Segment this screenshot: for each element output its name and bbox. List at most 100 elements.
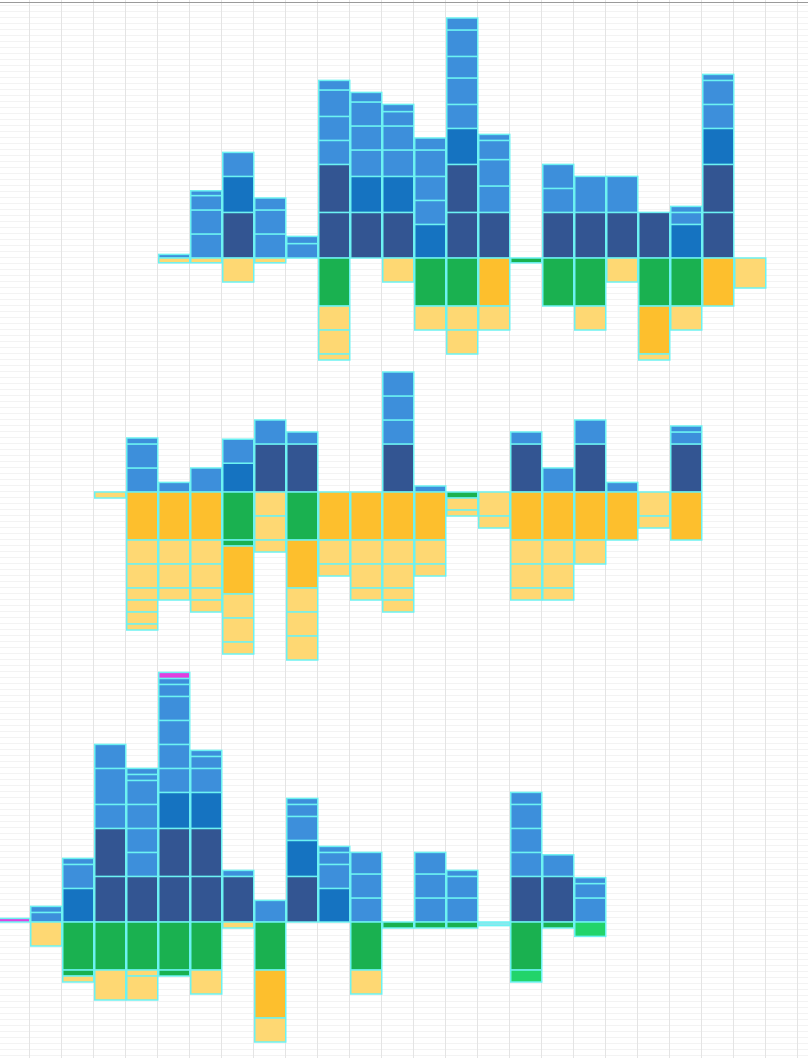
bar-segment: [638, 491, 671, 517]
bar-segment: [542, 539, 575, 565]
bar-segment: [222, 539, 255, 547]
bar-segment: [478, 515, 511, 529]
bar-segment: [446, 921, 479, 929]
bar-segment: [190, 233, 223, 259]
bar-segment: [94, 803, 127, 830]
bar-segment: [382, 419, 415, 445]
bar-segment: [190, 767, 223, 794]
bar-segment: [702, 73, 735, 82]
bar-segment: [510, 827, 543, 854]
bar-segment: [318, 305, 351, 331]
bar-segment: [542, 187, 575, 214]
bar-segment: [510, 791, 543, 806]
bar-segment: [510, 563, 543, 589]
bar-segment: [254, 899, 287, 923]
bar-segment: [158, 695, 191, 722]
bar-segment: [318, 115, 351, 142]
bar-segment: [126, 767, 159, 776]
bar-segment: [190, 257, 223, 264]
bar-segment: [318, 89, 351, 118]
bar-segment: [190, 749, 223, 758]
bar-segment: [126, 611, 159, 625]
bar-segment: [222, 175, 255, 214]
bar-segment: [286, 539, 319, 589]
bar-segment: [414, 223, 447, 259]
bar-segment: [62, 969, 95, 977]
bar-segment: [350, 149, 383, 178]
bar-segment: [126, 851, 159, 878]
bar-segment: [574, 443, 607, 493]
bar-segment: [446, 77, 479, 106]
bar-segment: [414, 137, 447, 151]
bar-segment: [574, 211, 607, 259]
bar-segment: [158, 767, 191, 794]
bar-segment: [350, 101, 383, 127]
bar-segment: [382, 149, 415, 178]
bar-segment: [478, 921, 511, 927]
bar-segment: [702, 127, 735, 166]
bar-segment: [126, 491, 159, 541]
bar-segment: [254, 539, 287, 553]
bar-segment: [414, 921, 447, 929]
bar-segment: [94, 767, 127, 806]
bar-segment: [446, 163, 479, 214]
bar-segment: [158, 719, 191, 746]
bar-segment: [222, 491, 255, 541]
bar-segment: [222, 869, 255, 878]
bar-segment: [414, 305, 447, 331]
bar-segment: [638, 257, 671, 307]
bar-segment: [670, 211, 703, 226]
bar-segment: [318, 491, 351, 541]
bar-segment: [350, 211, 383, 259]
bar-segment: [446, 211, 479, 259]
bar-segment: [254, 491, 287, 517]
bar-segment: [286, 839, 319, 878]
bar-segment: [350, 91, 383, 103]
bar-segment: [542, 257, 575, 307]
bar-segment: [126, 773, 159, 782]
bar-segment: [62, 975, 95, 983]
bar-segment: [670, 205, 703, 214]
bar-segment: [414, 873, 447, 899]
bar-segment: [478, 305, 511, 331]
bar-segment: [542, 854, 575, 878]
bar-segment: [318, 257, 351, 307]
bar-segment: [286, 635, 319, 661]
bar-segment: [126, 623, 159, 631]
bar-segment: [350, 897, 383, 923]
bar-segment: [254, 197, 287, 211]
bar-segment: [574, 175, 607, 214]
bar-segment: [190, 921, 223, 971]
bar-segment: [446, 491, 479, 499]
bar-segment: [382, 175, 415, 214]
bar-segment: [158, 563, 191, 589]
bar-segment: [222, 151, 255, 178]
bar-segment: [158, 969, 191, 977]
bar-segment: [542, 587, 575, 601]
bar-segment: [318, 563, 351, 577]
bar-segment: [542, 211, 575, 259]
bar-segment: [446, 17, 479, 31]
bar-segment: [222, 617, 255, 643]
bar-segment: [414, 257, 447, 307]
bar-segment: [382, 211, 415, 259]
bar-segment: [670, 425, 703, 433]
bar-segment: [606, 211, 639, 259]
bar-segment: [350, 539, 383, 565]
bar-segment: [446, 103, 479, 130]
bar-segment: [606, 481, 639, 493]
bar-segment: [254, 257, 287, 264]
bar-segment: [382, 563, 415, 589]
bar-segment: [30, 921, 63, 947]
bar-segment: [350, 873, 383, 899]
bar-segment: [510, 431, 543, 445]
bar-segment: [318, 139, 351, 166]
bar-segment: [414, 897, 447, 923]
bar-segment: [158, 539, 191, 565]
bar-segment: [414, 491, 447, 541]
bar-segment: [158, 257, 191, 264]
bar-segment: [382, 371, 415, 397]
bar-segment: [254, 969, 287, 1019]
